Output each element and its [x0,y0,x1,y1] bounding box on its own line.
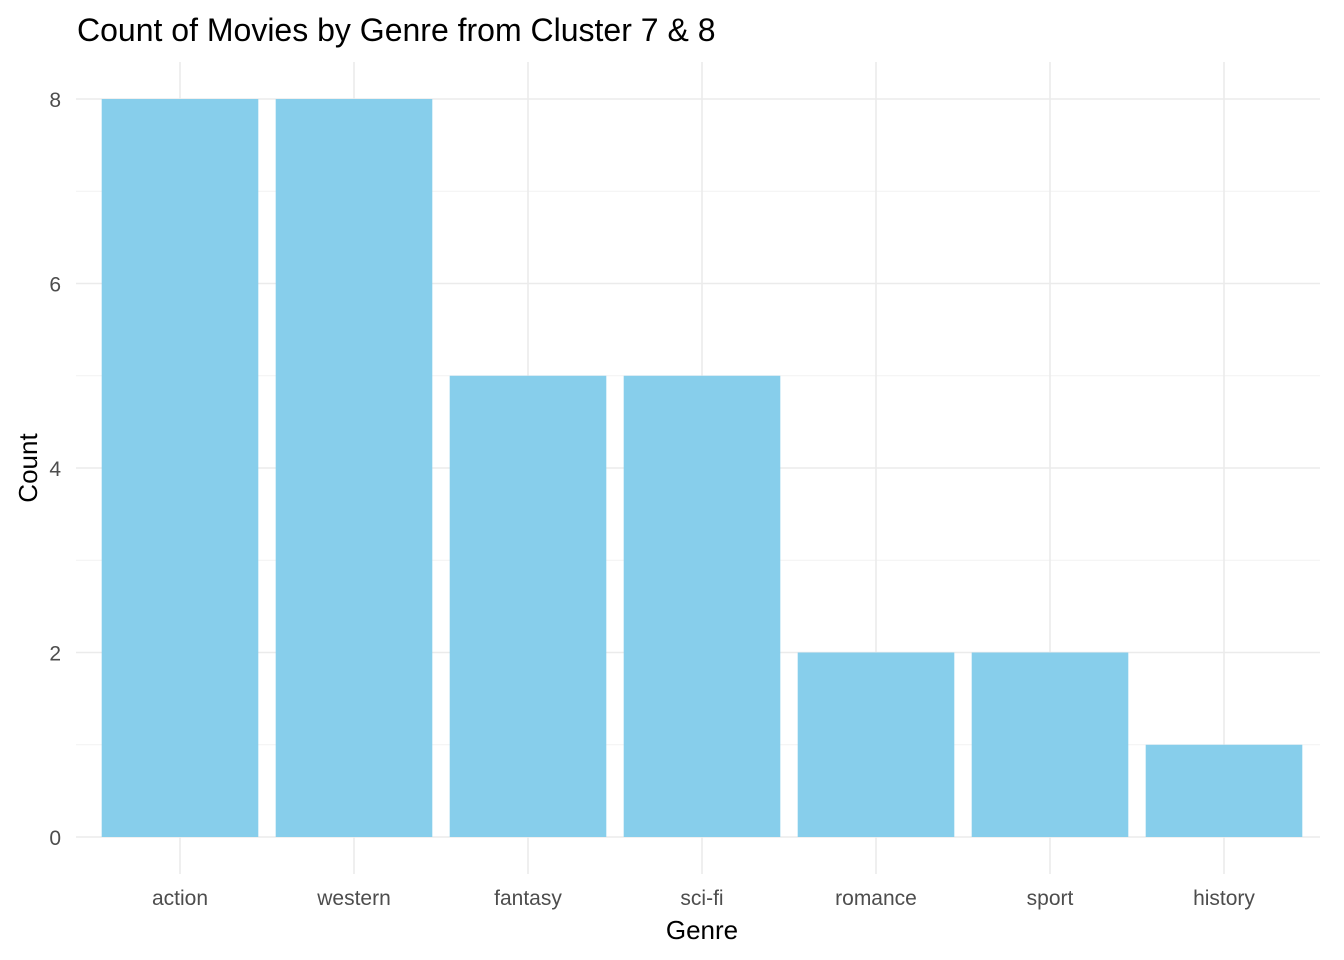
x-tick-label: action [152,887,208,910]
x-tick-label: fantasy [494,887,562,910]
y-axis-ticks: 0 2 4 6 8 [49,89,61,850]
bar-sci-fi [623,375,781,837]
x-tick-label: history [1193,887,1255,910]
y-axis-title: Count [13,433,43,503]
bar-fantasy [449,375,607,837]
bar-history [1145,744,1303,837]
bar-western [275,99,433,837]
y-tick-label: 8 [49,89,61,112]
y-tick-label: 2 [49,643,61,666]
bar-sport [971,652,1129,837]
bars-layer [101,99,1303,837]
y-tick-label: 4 [49,458,61,481]
y-tick-label: 0 [49,827,61,850]
bar-romance [797,652,955,837]
x-tick-label: romance [835,887,917,910]
chart-title: Count of Movies by Genre from Cluster 7 … [77,12,715,48]
x-tick-label: western [316,887,391,910]
y-tick-label: 6 [49,274,61,297]
bar-action [101,99,259,837]
x-axis-title: Genre [666,915,738,945]
x-tick-label: sport [1027,887,1074,910]
x-axis-ticks: action western fantasy sci-fi romance sport hi… [152,887,1255,910]
x-tick-label: sci-fi [680,887,723,910]
